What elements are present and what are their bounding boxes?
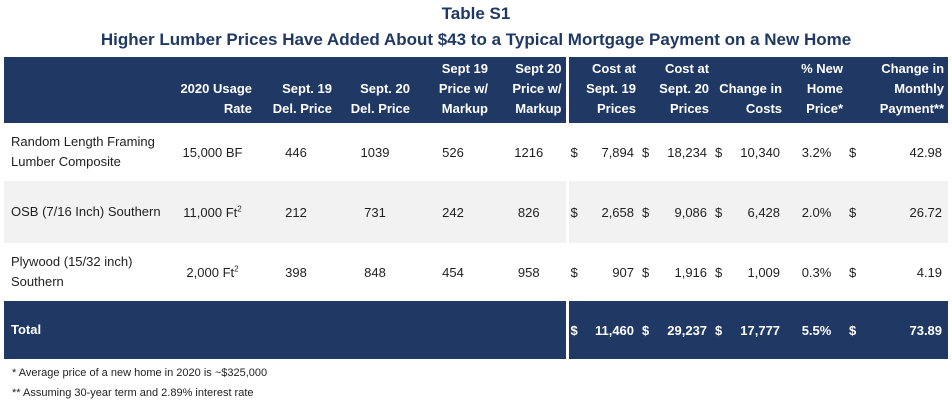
header-sept20-del-price: Sept. 20 Del. Price	[336, 57, 414, 123]
change-monthly-payment: 42.98	[909, 144, 943, 160]
currency-symbol: $	[565, 181, 584, 243]
currency-symbol: $	[565, 243, 584, 301]
footnote-home-price: * Average price of a new home in 2020 is…	[12, 367, 268, 379]
cost-sept20: 1,916	[674, 264, 708, 280]
currency-symbol: $	[849, 204, 857, 220]
currency-symbol: $	[642, 144, 650, 160]
currency-symbol: $	[715, 322, 723, 338]
header-row: 2020 Usage Rate Sept. 19 Del. Price Sept. …	[4, 57, 949, 123]
sept19-price-markup: 454	[442, 264, 464, 280]
sept20-del-price: 1039	[360, 144, 390, 160]
cost-sept20: 9,086	[674, 204, 708, 220]
table-row: OSB (7/16 Inch) Southern 11,000 Ft2 212 …	[4, 181, 949, 243]
sept20-del-price: 848	[364, 264, 386, 280]
currency-symbol: $	[642, 204, 650, 220]
header-usage-rate: 2020 Usage Rate	[169, 57, 256, 123]
change-monthly-payment: 26.72	[909, 204, 943, 220]
currency-symbol: $	[565, 301, 584, 359]
header-cost-sept19: Cost at Sept. 19 Prices	[565, 57, 641, 123]
header-pct-new-home-price: % New Home Price*	[786, 57, 848, 123]
usage-rate: 15,000 BF	[182, 144, 243, 160]
sept19-del-price: 398	[285, 264, 307, 280]
currency-symbol: $	[565, 123, 584, 181]
sept20-price-markup: 826	[517, 204, 540, 220]
row-label: Plywood (15/32 inch) Southern	[11, 254, 133, 289]
currency-symbol: $	[849, 264, 857, 280]
header-sept19-del-price: Sept. 19 Del. Price	[256, 57, 336, 123]
row-label: Random Length Framing Lumber Composite	[11, 134, 155, 169]
currency-symbol: $	[715, 264, 723, 280]
total-change-monthly-payment: 73.89	[909, 322, 943, 338]
sept20-price-markup: 958	[517, 264, 540, 280]
footnote-mortgage-terms: ** Assuming 30-year term and 2.89% inter…	[12, 387, 254, 399]
table-subtitle: Higher Lumber Prices Have Added About $4…	[100, 30, 852, 49]
cost-sept19: 2,658	[601, 204, 635, 220]
header-cost-sept20: Cost at Sept. 20 Prices	[640, 57, 714, 123]
usage-rate: 11,000 Ft2	[183, 204, 242, 220]
usage-rate: 2,000 Ft2	[186, 264, 239, 280]
table-row: Random Length Framing Lumber Composite 15…	[4, 123, 949, 181]
pct-new-home-price: 2.0%	[801, 204, 832, 220]
change-in-costs: 6,428	[747, 204, 781, 220]
cost-sept20: 18,234	[667, 144, 708, 160]
cost-sept19: 907	[612, 264, 635, 280]
header-item	[4, 57, 169, 123]
sept19-price-markup: 242	[442, 204, 464, 220]
header-change-in-costs: Change in Costs	[713, 57, 787, 123]
change-in-costs: 1,009	[747, 264, 781, 280]
currency-symbol: $	[849, 144, 857, 160]
total-change-in-costs: 17,777	[740, 322, 781, 338]
currency-symbol: $	[715, 204, 723, 220]
change-in-costs: 10,340	[740, 144, 781, 160]
header-sept19-price-markup: Sept 19 Price w/Markup	[414, 57, 492, 123]
currency-symbol: $	[715, 144, 723, 160]
table-row: Plywood (15/32 inch) Southern 2,000 Ft2 3…	[4, 243, 949, 301]
row-label: OSB (7/16 Inch) Southern	[11, 204, 161, 219]
total-label: Total	[11, 322, 42, 337]
total-pct-new-home-price: 5.5%	[801, 322, 832, 338]
pct-new-home-price: 3.2%	[801, 144, 832, 160]
sept20-price-markup: 1216	[514, 144, 544, 160]
header-change-monthly-payment: Change in Monthly Payment**	[847, 57, 949, 123]
currency-symbol: $	[849, 322, 857, 338]
total-cost-sept19: 11,460	[594, 322, 635, 338]
total-cost-sept20: 29,237	[667, 322, 708, 338]
change-monthly-payment: 4.19	[916, 264, 943, 280]
sept19-del-price: 446	[285, 144, 307, 160]
table-title: Table S1	[441, 4, 511, 23]
total-row: Total $ 11,460 $ 29,237 $ 17,777 5.5% $ …	[4, 301, 949, 359]
currency-symbol: $	[642, 264, 650, 280]
sept19-del-price: 212	[285, 204, 307, 220]
sept20-del-price: 731	[364, 204, 386, 220]
currency-symbol: $	[642, 322, 650, 338]
pct-new-home-price: 0.3%	[801, 264, 832, 280]
sept19-price-markup: 526	[442, 144, 464, 160]
header-sept20-price-markup: Sept 20 Price w/Markup	[492, 57, 567, 123]
cost-sept19: 7,894	[601, 144, 635, 160]
lumber-price-table: 2020 Usage Rate Sept. 19 Del. Price Sept. …	[4, 57, 949, 359]
